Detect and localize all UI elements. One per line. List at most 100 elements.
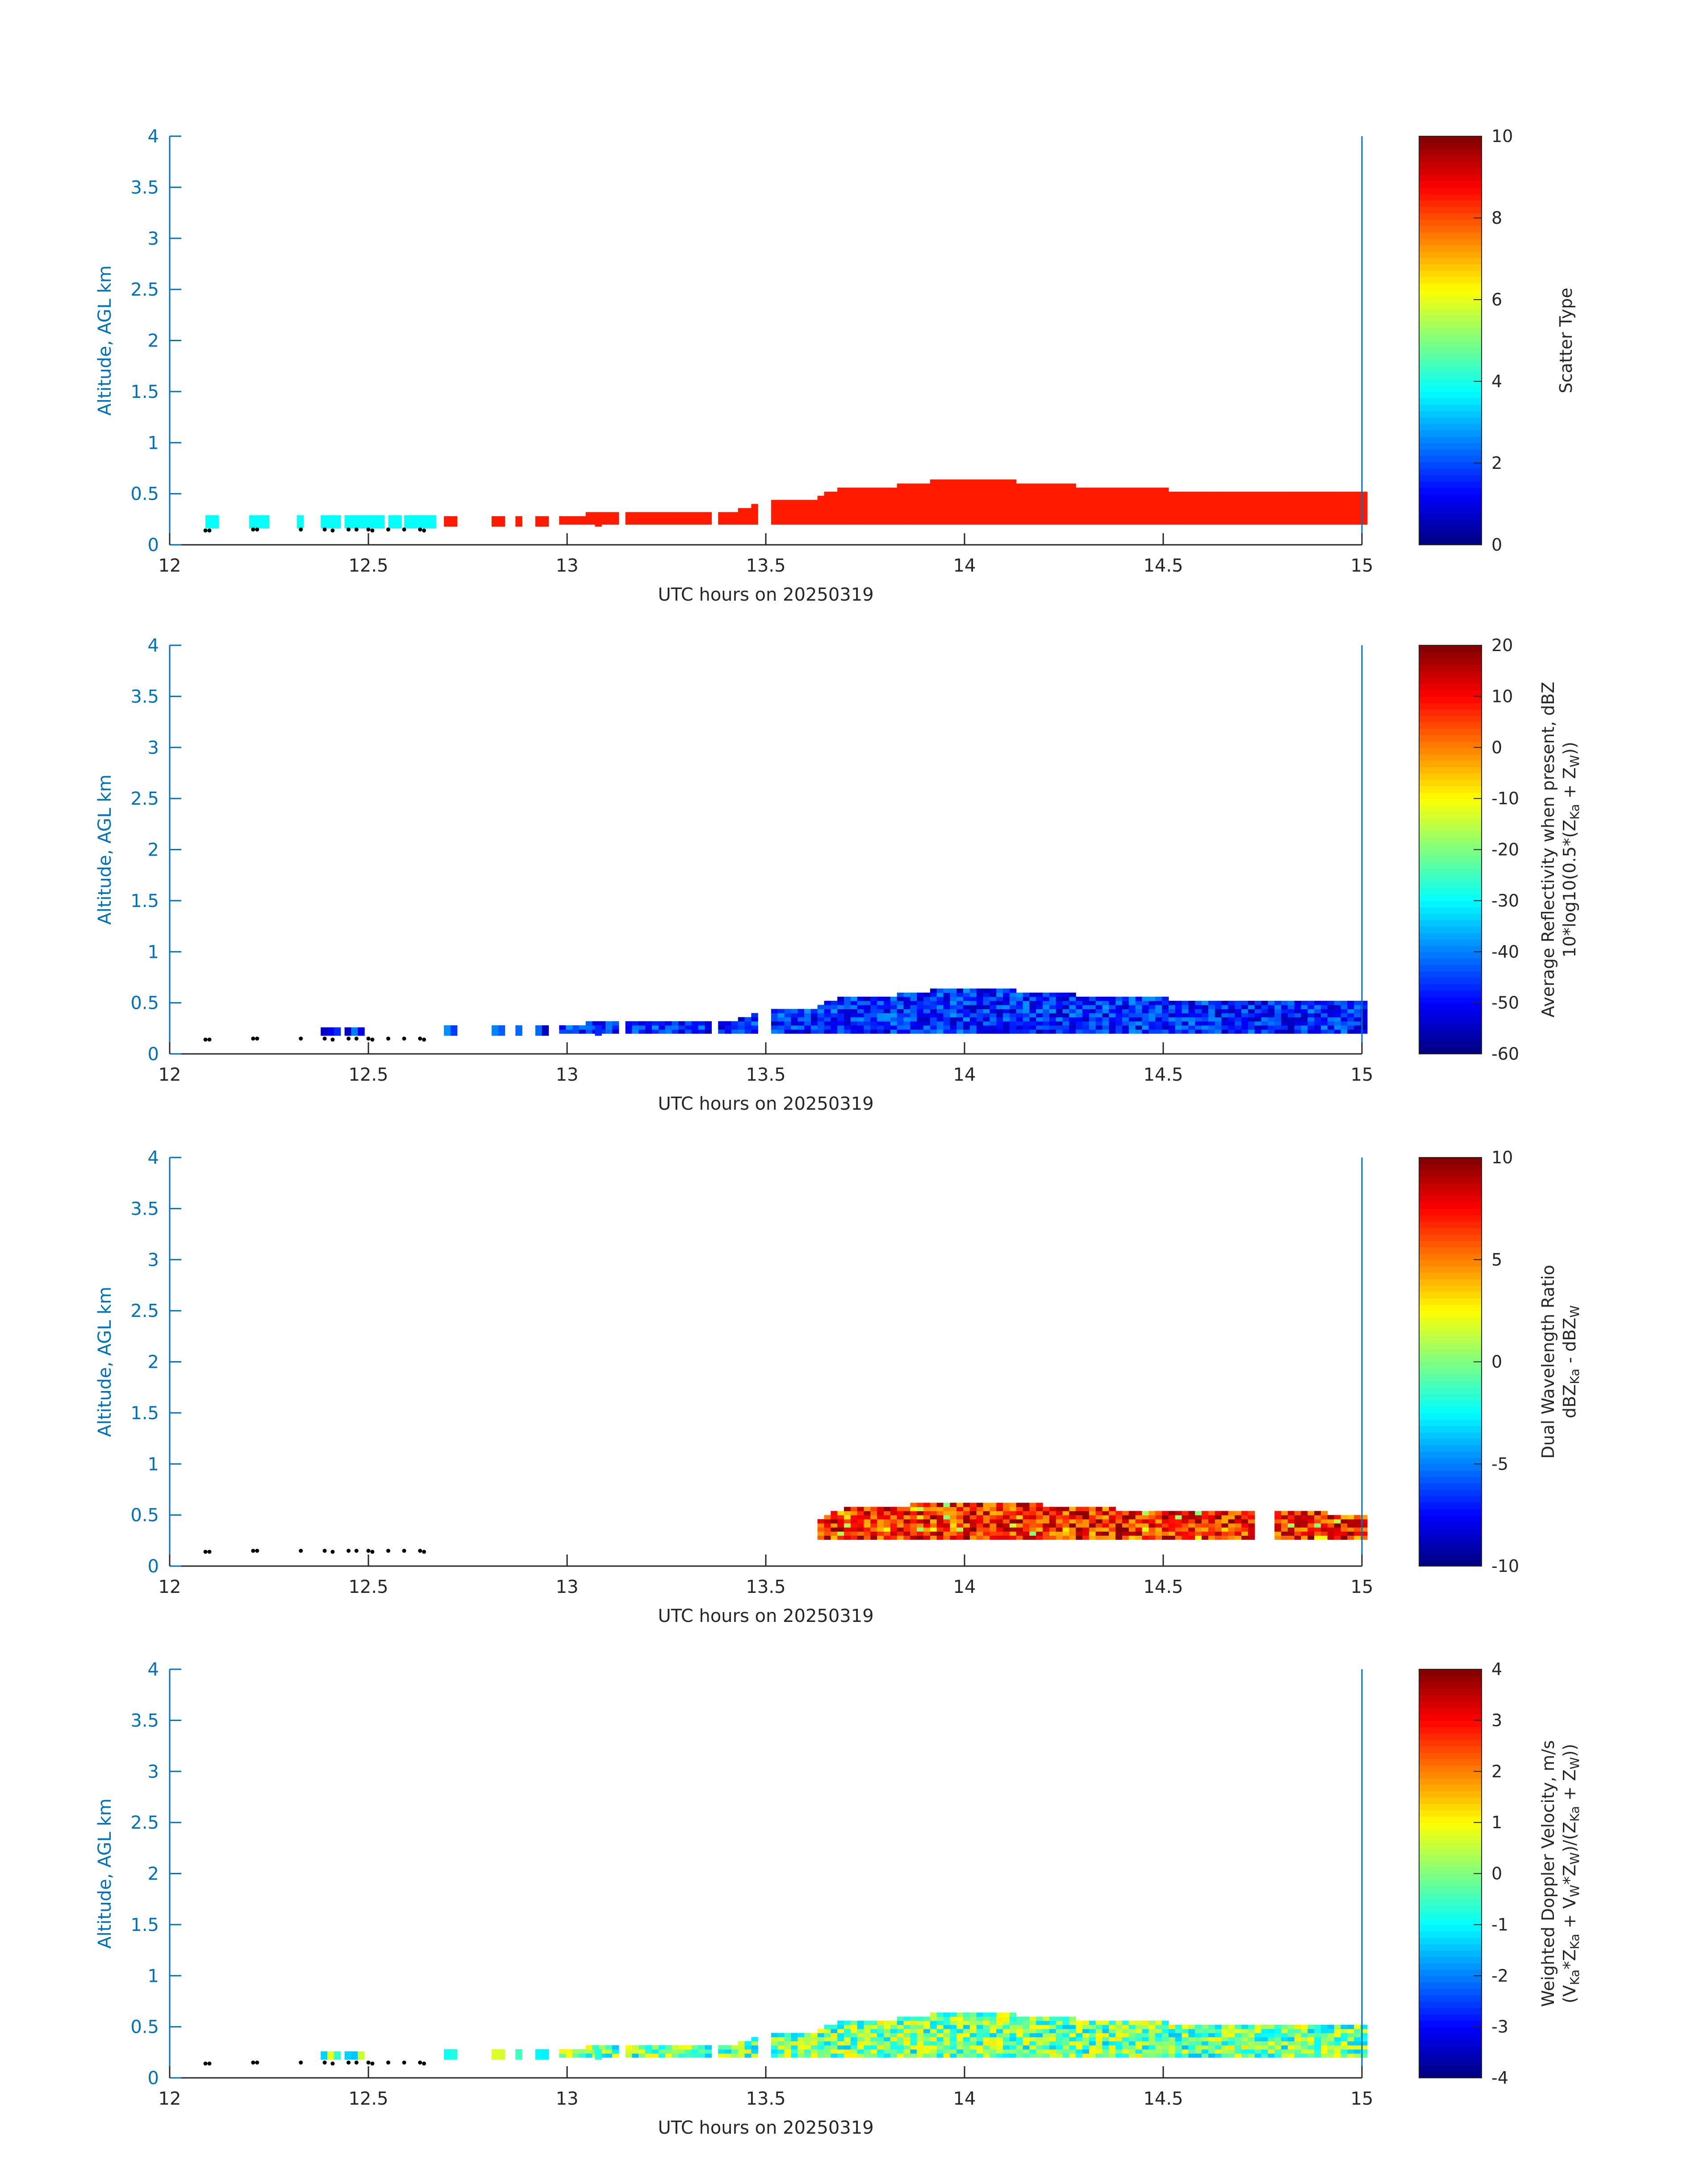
heatmap-cell xyxy=(864,2049,871,2054)
heatmap-cell xyxy=(1208,492,1215,496)
heatmap-cell xyxy=(824,1001,831,1005)
heatmap-cell xyxy=(1168,1519,1176,1524)
heatmap-cell xyxy=(1095,1507,1103,1512)
heatmap-cell xyxy=(1274,504,1282,509)
heatmap-cell xyxy=(923,1005,931,1009)
heatmap-cell xyxy=(771,500,778,505)
heatmap-cell xyxy=(956,1009,964,1014)
heatmap-cell xyxy=(1321,492,1328,496)
heatmap-cell xyxy=(857,500,864,505)
heatmap-cell xyxy=(777,1013,785,1018)
heatmap-cell xyxy=(1248,2049,1255,2054)
heatmap-cell xyxy=(1307,1511,1315,1516)
heatmap-cell xyxy=(1188,504,1195,509)
heatmap-cell xyxy=(1142,1013,1149,1018)
heatmap-cell xyxy=(837,1001,844,1005)
heatmap-cell xyxy=(996,1507,1003,1512)
heatmap-cell xyxy=(1281,512,1288,517)
heatmap-cell xyxy=(625,2049,632,2054)
heatmap-cell xyxy=(897,487,904,492)
heatmap-cell xyxy=(1168,516,1176,521)
heatmap-cell xyxy=(1082,1519,1090,1524)
heatmap-cell xyxy=(1043,1523,1050,1528)
heatmap-cell xyxy=(837,1005,844,1009)
heatmap-cell xyxy=(1155,1009,1162,1014)
heatmap-cell xyxy=(1056,1025,1063,1030)
heatmap-cell xyxy=(1062,1009,1069,1014)
heatmap-cell xyxy=(804,1013,811,1018)
heatmap-cell xyxy=(1069,1523,1076,1528)
heatmap-cell xyxy=(910,2016,917,2021)
heatmap-cell xyxy=(923,1527,931,1532)
heatmap-cell xyxy=(1109,2020,1116,2025)
heatmap-cell xyxy=(1049,1009,1057,1014)
heatmap-cell xyxy=(1049,2020,1057,2025)
heatmap-cell xyxy=(897,496,904,500)
heatmap-cell xyxy=(1062,2045,1069,2050)
heatmap-cell xyxy=(777,1009,785,1014)
heatmap-cell xyxy=(1294,1001,1302,1005)
heatmap-cell xyxy=(1049,504,1057,509)
heatmap-cell xyxy=(870,1025,877,1030)
colorbar-swatch xyxy=(1419,1956,1482,1964)
heatmap-cell xyxy=(857,1025,864,1030)
heatmap-cell xyxy=(1128,1005,1136,1009)
heatmap-cell xyxy=(1301,500,1308,505)
colorbar-swatch xyxy=(1419,1323,1482,1331)
heatmap-cell xyxy=(691,516,699,521)
heatmap-cell xyxy=(1195,1021,1202,1026)
heatmap-cell xyxy=(1128,1021,1136,1026)
heatmap-cell xyxy=(1182,492,1189,496)
heatmap-cell xyxy=(698,1021,706,1026)
heatmap-cell xyxy=(923,996,931,1001)
heatmap-cell xyxy=(1175,1001,1182,1005)
heatmap-cell xyxy=(884,1013,891,1018)
heatmap-cell xyxy=(645,1029,652,1034)
heatmap-cell xyxy=(983,2016,990,2021)
y-axis-label: Altitude, AGL km xyxy=(95,1287,115,1437)
heatmap-cell xyxy=(983,500,990,505)
heatmap-cell xyxy=(943,1029,950,1034)
heatmap-cell xyxy=(1347,2041,1354,2046)
heatmap-cell xyxy=(950,1029,957,1034)
heatmap-cell xyxy=(831,2029,838,2033)
colorbar-tick-label: -5 xyxy=(1491,1454,1508,1474)
heatmap-cell xyxy=(1062,483,1069,488)
heatmap-cell xyxy=(923,2037,931,2042)
colorbar-swatch xyxy=(1419,417,1482,424)
heatmap-cell xyxy=(850,492,858,496)
heatmap-cell xyxy=(910,1013,917,1018)
heatmap-cell xyxy=(943,504,950,509)
heatmap-cell xyxy=(1294,1511,1302,1516)
heatmap-cell xyxy=(1195,2041,1202,2046)
heatmap-cell xyxy=(1281,1029,1288,1034)
heatmap-cell xyxy=(1347,2025,1354,2029)
heatmap-cell xyxy=(1016,2041,1023,2046)
heatmap-cell xyxy=(1281,1017,1288,1022)
heatmap-cell xyxy=(1274,1511,1282,1516)
heatmap-cell xyxy=(917,1017,924,1022)
heatmap-cell xyxy=(1128,2025,1136,2029)
heatmap-cell xyxy=(903,504,910,509)
heatmap-cell xyxy=(1182,520,1189,525)
colorbar-swatch xyxy=(1419,309,1482,316)
heatmap-cell xyxy=(1076,516,1083,521)
heatmap-cell xyxy=(917,487,924,492)
heatmap-cell xyxy=(1102,500,1109,505)
heatmap-cell xyxy=(1135,2041,1143,2046)
heatmap-cell xyxy=(969,500,977,505)
heatmap-cell xyxy=(1254,2049,1262,2054)
colorbar-tick-label: 3 xyxy=(1491,1710,1502,1730)
heatmap-cell xyxy=(1341,2033,1348,2038)
heatmap-cell xyxy=(950,2049,957,2054)
heatmap-cell xyxy=(936,1001,944,1005)
heatmap-cell xyxy=(1115,2053,1123,2058)
heatmap-cell xyxy=(884,1519,891,1524)
heatmap-cell xyxy=(903,2049,910,2054)
colorbar-swatch xyxy=(1419,1553,1482,1560)
heatmap-cell xyxy=(1162,1511,1169,1516)
heatmap-cell xyxy=(1128,496,1136,500)
heatmap-cell xyxy=(1228,1515,1235,1520)
colorbar-tick-label: 2 xyxy=(1491,1762,1502,1781)
